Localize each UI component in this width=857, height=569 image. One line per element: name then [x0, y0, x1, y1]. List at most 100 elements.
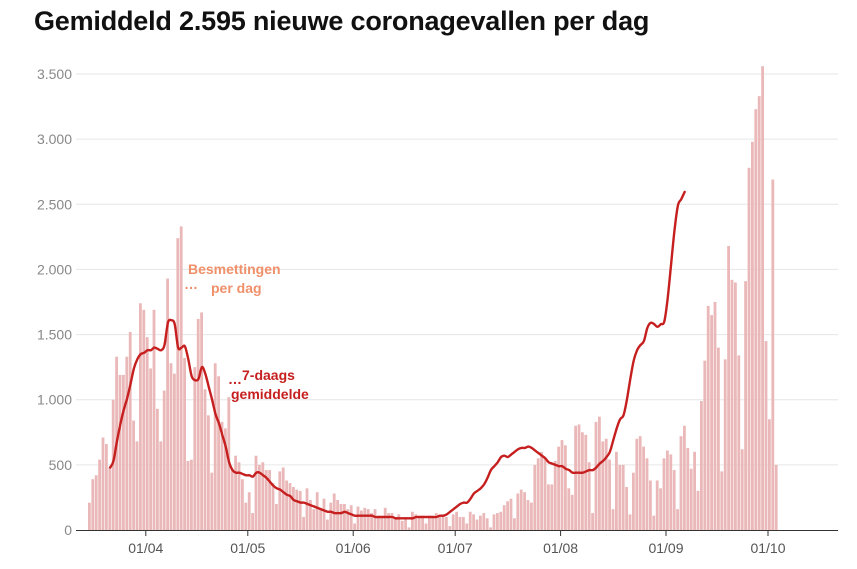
daily-bar [152, 309, 156, 530]
daily-bar [132, 420, 135, 530]
daily-bar [669, 454, 673, 530]
daily-bar [757, 96, 761, 531]
daily-bar [700, 401, 703, 530]
daily-bar [761, 66, 764, 530]
daily-bar [638, 436, 642, 530]
daily-bar [346, 509, 350, 530]
daily-bar [438, 515, 441, 530]
daily-bar [550, 484, 554, 530]
daily-bar [166, 278, 169, 530]
daily-bar [696, 490, 700, 530]
daily-annotation-line2: per dag [211, 280, 262, 296]
daily-bar [190, 459, 193, 530]
seven-day-average-line [108, 190, 686, 520]
daily-bar [173, 373, 176, 530]
daily-bar [526, 500, 530, 530]
daily-bar [693, 451, 696, 530]
daily-bar [322, 498, 326, 530]
daily-bar [557, 446, 560, 530]
daily-bar [713, 302, 717, 530]
daily-bar [247, 492, 251, 530]
daily-bar [268, 470, 271, 530]
daily-bar [506, 501, 509, 530]
daily-bar [632, 472, 635, 530]
daily-bar [625, 487, 628, 530]
daily-bar [339, 503, 343, 530]
daily-bar [125, 356, 129, 530]
x-tick-label: 01/06 [336, 540, 371, 556]
daily-bar [319, 507, 322, 530]
x-tick-label: 01/08 [543, 540, 578, 556]
daily-bar [261, 462, 265, 530]
daily-bar [200, 312, 203, 530]
daily-bar [424, 523, 428, 530]
daily-bar [570, 494, 574, 530]
daily-bar [312, 509, 316, 530]
daily-bar [492, 514, 496, 530]
y-tick-label: 2.000 [37, 261, 72, 277]
daily-bar [706, 305, 710, 530]
daily-bar [278, 471, 282, 530]
daily-bar [370, 513, 373, 530]
daily-bar [686, 447, 690, 530]
daily-bar [230, 468, 234, 530]
daily-bar [373, 509, 377, 530]
daily-bar [183, 358, 186, 530]
daily-bar [118, 374, 122, 530]
daily-bar [169, 363, 173, 530]
daily-bar [220, 421, 224, 530]
daily-bar [135, 441, 139, 530]
daily-bar [210, 472, 214, 530]
daily-bar [207, 415, 210, 530]
daily-bar [196, 318, 200, 530]
daily-bar [574, 425, 577, 530]
daily-bar [394, 516, 397, 530]
daily-bar [156, 408, 159, 530]
daily-bar [489, 527, 492, 530]
daily-bar [353, 523, 356, 530]
daily-bar [744, 281, 747, 530]
daily-bar [723, 359, 727, 530]
daily-bar [139, 303, 142, 530]
daily-bar [615, 451, 618, 530]
daily-bar [383, 507, 387, 530]
daily-bar [431, 516, 435, 530]
daily-bar [618, 464, 622, 530]
daily-bar [298, 490, 302, 530]
y-tick-label: 500 [49, 457, 73, 473]
daily-bar [710, 315, 713, 530]
daily-bar [577, 424, 581, 530]
y-tick-label: 1.000 [37, 392, 72, 408]
daily-bar [292, 487, 295, 530]
daily-bar [475, 519, 479, 530]
daily-bar [434, 513, 438, 530]
daily-bar [519, 489, 523, 530]
daily-bar [659, 488, 662, 530]
daily-bar [407, 527, 411, 530]
daily-bars [88, 66, 778, 531]
daily-bar [326, 519, 329, 530]
daily-bar [581, 432, 584, 530]
daily-bar [604, 438, 608, 530]
daily-bar [523, 492, 526, 530]
daily-bar [628, 514, 632, 530]
daily-bar [88, 502, 91, 530]
daily-bar [315, 492, 319, 530]
daily-bar [608, 459, 611, 530]
daily-bar [584, 434, 588, 530]
daily-bar [404, 516, 407, 530]
daily-bar [213, 363, 217, 530]
daily-bar [411, 511, 414, 530]
daily-bar [91, 479, 95, 530]
daily-bar [309, 500, 312, 530]
y-tick-label: 3.500 [37, 66, 72, 82]
daily-bar [305, 488, 309, 530]
daily-bar [179, 226, 183, 531]
daily-bar [567, 488, 571, 530]
daily-bar [380, 516, 384, 530]
daily-bar [666, 450, 669, 530]
daily-bar [740, 449, 744, 530]
daily-bar [237, 462, 241, 530]
x-tick-label: 01/05 [230, 540, 265, 556]
